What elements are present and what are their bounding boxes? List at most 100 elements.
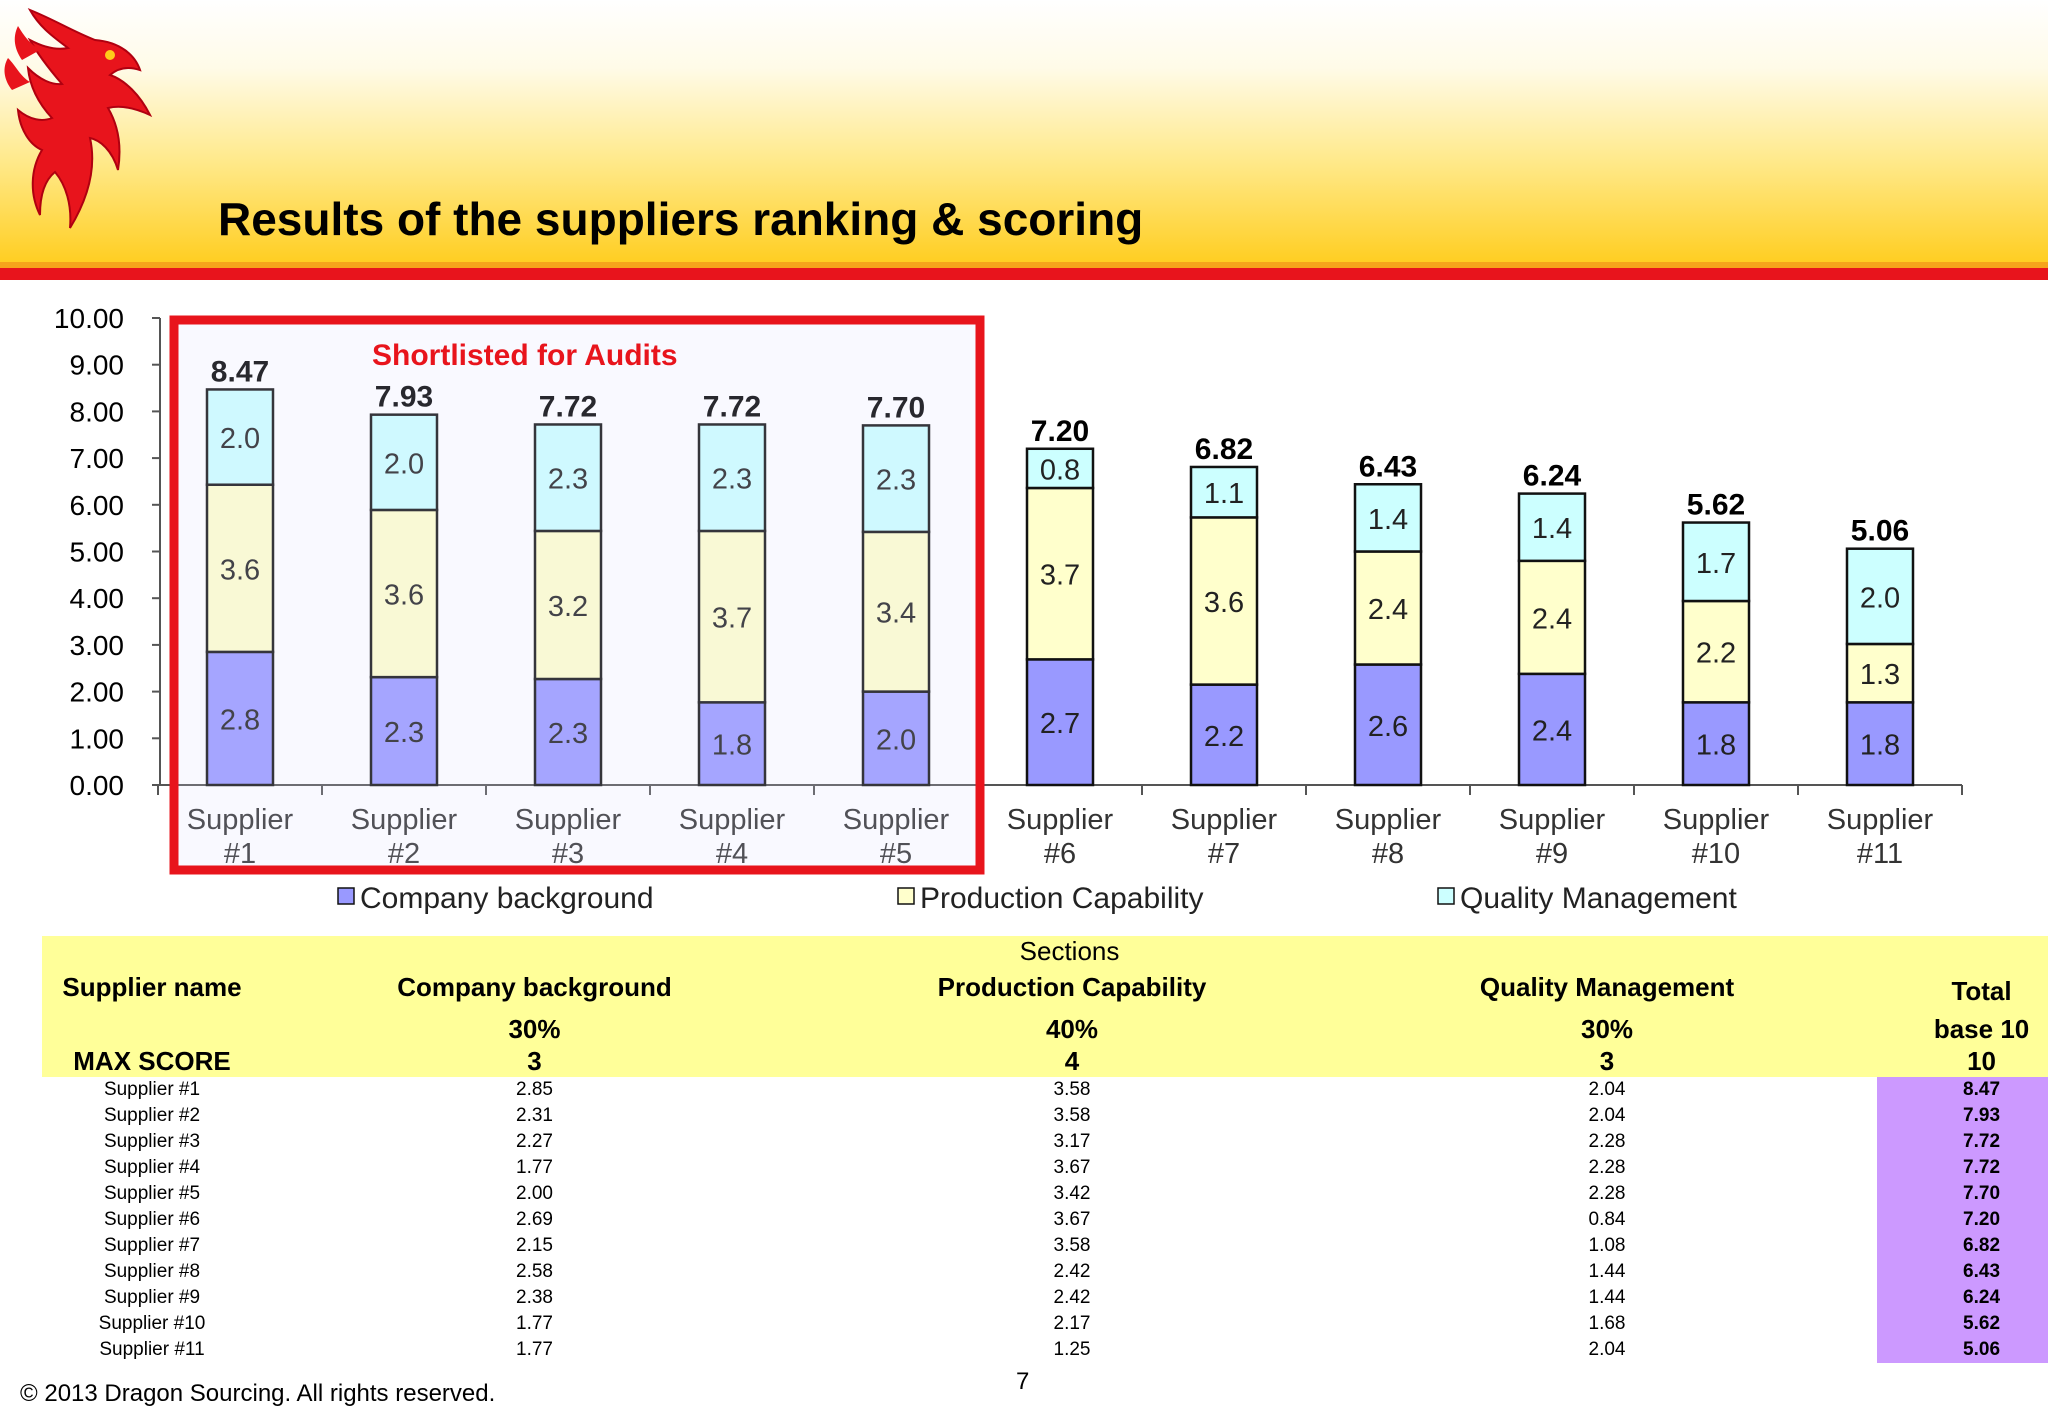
score-cell: 2.04 [1588, 1079, 1626, 1100]
bar-segment [369, 675, 439, 787]
dragon-logo-icon [4, 8, 153, 229]
score-cell: 1.77 [516, 1157, 553, 1178]
total-label: 7.72 [703, 390, 761, 423]
score-cell: 2.28 [1588, 1157, 1626, 1178]
segment-label: 1.8 [1696, 730, 1736, 762]
segment-label: 2.3 [548, 718, 588, 750]
table-row: Supplier #10 1.77 2.17 1.68 5.62 [42, 1311, 2048, 1337]
legend-swatch [897, 887, 915, 905]
max-quality-management: 3 [1337, 1045, 1878, 1077]
score-cell: 3.58 [1053, 1079, 1091, 1100]
bar-segment [1845, 701, 1915, 787]
y-tick-label: 10.00 [54, 303, 124, 334]
category-label: #11 [1857, 838, 1903, 870]
supplier-name-cell: Supplier #1 [103, 1079, 201, 1100]
score-cell: 2.58 [516, 1261, 553, 1282]
bar-segment [533, 423, 603, 533]
category-label: #2 [388, 838, 420, 870]
category-label: #5 [880, 838, 912, 870]
score-cell: 2.15 [516, 1235, 553, 1256]
stacked-bar-chart: 0.00 1.00 2.00 3.00 4.00 5.00 6.00 7.00 8.00 9.00… [54, 303, 1963, 915]
score-cell: 3.67 [1053, 1157, 1091, 1178]
category-label: Supplier [679, 804, 786, 836]
score-table: Sections Total Supplier name Company bac… [42, 936, 2048, 1363]
total-cell: 7.72 [1877, 1155, 2048, 1181]
max-production-capability: 4 [807, 1045, 1337, 1077]
segment-label: 2.2 [1696, 638, 1736, 670]
score-cell: 0.84 [1588, 1209, 1626, 1230]
score-cell: 2.28 [1588, 1131, 1626, 1152]
segment-label: 2.3 [384, 717, 424, 749]
total-label: 7.20 [1031, 415, 1089, 448]
score-cell: 2.69 [516, 1209, 553, 1230]
y-tick-label: 5.00 [70, 537, 125, 568]
y-tick-label: 3.00 [70, 630, 125, 661]
total-cell: 7.72 [1877, 1129, 2048, 1155]
total-header: Total [1877, 936, 2048, 1007]
supplier-name-cell: Supplier #8 [103, 1261, 201, 1282]
category-label: Supplier [1827, 804, 1934, 836]
score-cell: 1.44 [1588, 1261, 1626, 1282]
segment-label: 2.4 [1368, 594, 1408, 626]
total-cell: 8.47 [1877, 1077, 2048, 1103]
max-company-background: 3 [262, 1045, 807, 1077]
category-label: Supplier [843, 804, 950, 836]
bar-segment [1353, 663, 1423, 787]
category-label: Supplier [1007, 804, 1114, 836]
segment-label: 3.6 [220, 554, 260, 586]
segment-label: 3.4 [876, 598, 916, 630]
bar-segment [1681, 521, 1751, 603]
table-row: Supplier #4 1.77 3.67 2.28 7.72 [42, 1155, 2048, 1181]
category-label: Supplier [187, 804, 294, 836]
segment-label: 2.4 [1532, 715, 1572, 747]
bar-segment [861, 424, 931, 534]
category-label: Supplier [515, 804, 622, 836]
col-header-quality-management: Quality Management [1337, 967, 1878, 1007]
segment-label: 2.4 [1532, 603, 1572, 635]
segment-label: 3.6 [384, 580, 424, 612]
page-title: Results of the suppliers ranking & scori… [218, 193, 1144, 245]
score-cell: 1.08 [1588, 1235, 1626, 1256]
shortlist-label: Shortlisted for Audits [372, 339, 678, 372]
page-number: 7 [1016, 1368, 1030, 1395]
segment-label: 2.8 [220, 704, 260, 736]
score-cell: 3.58 [1053, 1105, 1091, 1126]
weight-quality-management: 30% [1337, 1007, 1878, 1045]
segment-label: 2.0 [220, 423, 260, 455]
table-row: Supplier #1 2.85 3.58 2.04 8.47 [42, 1077, 2048, 1103]
table-row: Supplier #3 2.27 3.17 2.28 7.72 [42, 1129, 2048, 1155]
legend-swatch [337, 887, 355, 905]
bar-segment [369, 508, 439, 679]
weight-company-background: 30% [262, 1007, 807, 1045]
y-tick-label: 1.00 [70, 723, 125, 754]
bar-segment [861, 530, 931, 693]
total-label: 7.70 [867, 391, 925, 424]
score-cell: 1.77 [516, 1339, 553, 1360]
table-row: Supplier #9 2.38 2.42 1.44 6.24 [42, 1285, 2048, 1311]
legend-label: Production Capability [920, 882, 1204, 915]
supplier-name-cell: Supplier #4 [103, 1157, 201, 1178]
total-cell: 7.20 [1877, 1207, 2048, 1233]
supplier-name-cell: Supplier #9 [103, 1287, 201, 1308]
bar-segment [1681, 599, 1751, 704]
score-cell: 2.85 [516, 1079, 553, 1100]
score-cell: 2.17 [1053, 1313, 1091, 1334]
shortlist-box [169, 315, 985, 875]
segment-label: 2.3 [876, 465, 916, 497]
segment-label: 3.6 [1204, 587, 1244, 619]
supplier-name-cell: Supplier #10 [98, 1313, 206, 1334]
total-label: 5.06 [1851, 515, 1909, 548]
total-cell: 5.62 [1877, 1311, 2048, 1337]
score-cell: 2.27 [516, 1131, 553, 1152]
segment-label: 2.0 [876, 724, 916, 756]
category-label: #6 [1044, 838, 1076, 870]
score-cell: 3.17 [1053, 1131, 1091, 1152]
supplier-name-cell: Supplier #5 [103, 1183, 201, 1204]
segment-label: 1.4 [1532, 513, 1572, 545]
total-cell: 7.93 [1877, 1103, 2048, 1129]
table-row: Supplier #11 1.77 1.25 2.04 5.06 [42, 1337, 2048, 1363]
score-cell: 2.38 [516, 1287, 553, 1308]
score-cell: 1.68 [1588, 1313, 1626, 1334]
category-label: Supplier [1171, 804, 1278, 836]
bar-segment [369, 413, 439, 512]
